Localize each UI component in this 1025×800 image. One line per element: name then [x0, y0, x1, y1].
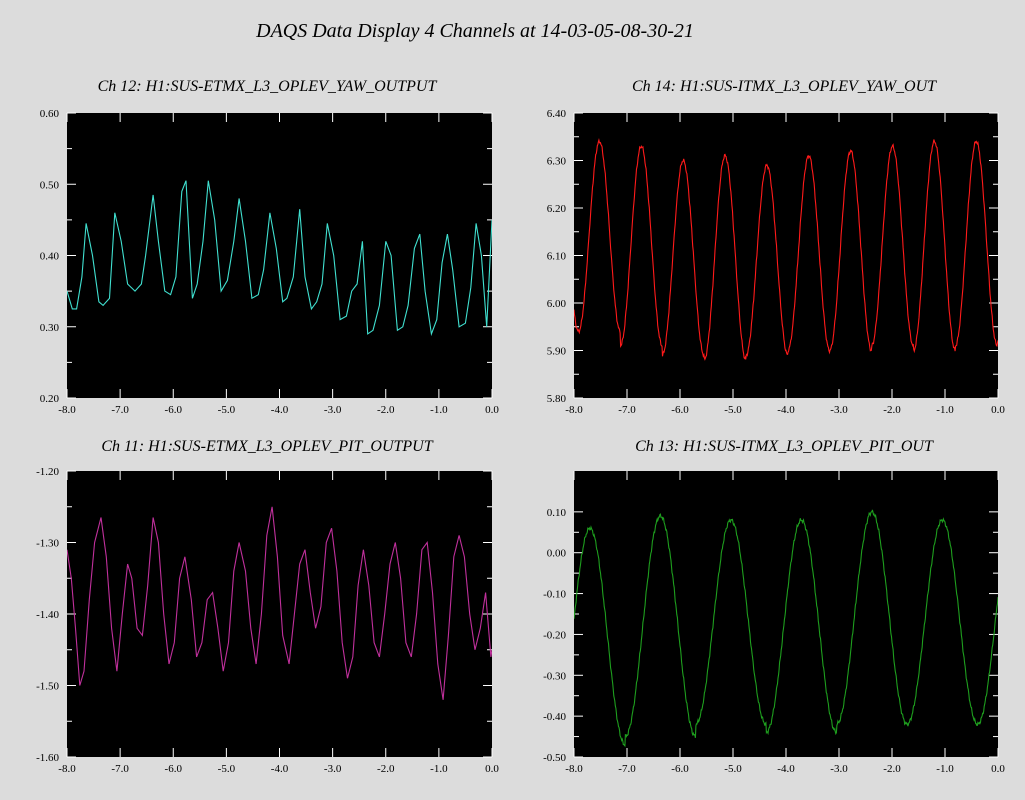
panel-title-ch11: Ch 11: H1:SUS-ETMX_L3_OPLEV_PIT_OUTPUT: [101, 438, 433, 455]
x-tick-label: -6.0: [671, 763, 689, 775]
x-tick-label: -5.0: [724, 404, 742, 416]
x-tick-label: -7.0: [111, 763, 129, 775]
plot-area-ch12: [67, 113, 492, 398]
series-line-ch14: [574, 138, 998, 361]
plot-area-ch11: [67, 471, 492, 757]
y-tick-label: -1.40: [36, 609, 59, 621]
y-tick-label: 6.00: [547, 298, 567, 310]
x-tick-label: -2.0: [377, 404, 395, 416]
x-tick-label: -8.0: [565, 404, 583, 416]
plot-area-ch14: [574, 113, 998, 398]
y-tick-label: 6.10: [547, 251, 567, 263]
x-tick-label: -8.0: [58, 763, 76, 775]
x-tick-label: -1.0: [430, 763, 448, 775]
y-tick-label: 6.20: [547, 203, 567, 215]
page-title: DAQS Data Display 4 Channels at 14-03-05…: [256, 20, 694, 42]
series-line-ch13: [574, 509, 998, 748]
x-tick-label: -7.0: [618, 404, 636, 416]
x-tick-label: -3.0: [830, 404, 848, 416]
y-tick-label: -1.30: [36, 538, 59, 550]
y-tick-label: -0.10: [543, 589, 566, 601]
y-tick-label: 0.00: [547, 548, 567, 560]
y-tick-label: 6.40: [547, 108, 567, 120]
plot-area-ch13: [574, 471, 998, 757]
y-tick-label: 5.80: [547, 393, 567, 405]
y-tick-label: 5.90: [547, 346, 567, 358]
chart-ch13: -8.0 -7.0 -6.0 -5.0 -4.0 -3.0 -2.0 -1.0 0.0 -0.50…: [543, 471, 1005, 775]
x-tick-label: -6.0: [165, 404, 183, 416]
x-tick-label: -2.0: [883, 404, 901, 416]
x-tick-label: 0.0: [485, 404, 499, 416]
y-tick-label: -1.20: [36, 466, 59, 478]
y-tick-label: 0.60: [40, 108, 60, 120]
x-tick-label: -7.0: [111, 404, 129, 416]
x-tick-label: -1.0: [936, 763, 954, 775]
x-tick-label: 0.0: [485, 763, 499, 775]
series-line-ch12: [67, 180, 492, 337]
x-tick-label: -2.0: [377, 763, 395, 775]
x-tick-label: -5.0: [724, 763, 742, 775]
x-tick-label: -8.0: [565, 763, 583, 775]
y-tick-label: 0.30: [40, 322, 60, 334]
x-tick-label: -4.0: [777, 404, 795, 416]
x-tick-label: -6.0: [165, 763, 183, 775]
x-tick-label: -5.0: [218, 763, 236, 775]
x-tick-label: -3.0: [324, 763, 342, 775]
x-tick-label: -3.0: [830, 763, 848, 775]
series-line-ch11: [67, 506, 492, 700]
x-tick-label: -3.0: [324, 404, 342, 416]
y-tick-label: -1.60: [36, 752, 59, 764]
panel-title-ch14: Ch 14: H1:SUS-ITMX_L3_OPLEV_YAW_OUT: [631, 78, 937, 95]
x-tick-label: -1.0: [936, 404, 954, 416]
chart-ch14: -8.0 -7.0 -6.0 -5.0 -4.0 -3.0 -2.0 -1.0 0.0 5.80 5…: [547, 108, 1006, 416]
y-tick-label: -0.40: [543, 711, 566, 723]
x-tick-label: -2.0: [883, 763, 901, 775]
y-tick-label: -1.50: [36, 681, 59, 693]
y-tick-label: 0.20: [40, 393, 60, 405]
x-tick-label: -1.0: [430, 404, 448, 416]
panel-title-ch13: Ch 13: H1:SUS-ITMX_L3_OPLEV_PIT_OUT: [635, 438, 933, 455]
x-tick-label: -4.0: [271, 763, 289, 775]
y-tick-label: -0.20: [543, 629, 566, 641]
chart-ch11: -8.0 -7.0 -6.0 -5.0 -4.0 -3.0 -2.0 -1.0 0.0 -1.20…: [36, 466, 499, 775]
x-tick-label: -4.0: [271, 404, 289, 416]
y-tick-label: -0.30: [543, 670, 566, 682]
x-tick-label: -6.0: [671, 404, 689, 416]
y-tick-label: 0.50: [40, 179, 60, 191]
chart-ch12: -8.0 -7.0 -6.0 -5.0 -4.0 -3.0 -2.0 -1.0 0.0 0.20 0…: [40, 108, 500, 416]
x-tick-label: -8.0: [58, 404, 76, 416]
y-tick-label: -0.50: [543, 752, 566, 764]
x-tick-label: -5.0: [218, 404, 236, 416]
x-tick-label: 0.0: [991, 763, 1005, 775]
panel-title-ch12: Ch 12: H1:SUS-ETMX_L3_OPLEV_YAW_OUTPUT: [97, 78, 437, 95]
y-tick-label: 0.40: [40, 251, 60, 263]
y-tick-label: 6.30: [547, 156, 567, 168]
x-tick-label: 0.0: [991, 404, 1005, 416]
x-tick-label: -7.0: [618, 763, 636, 775]
x-tick-label: -4.0: [777, 763, 795, 775]
y-tick-label: 0.10: [547, 507, 567, 519]
